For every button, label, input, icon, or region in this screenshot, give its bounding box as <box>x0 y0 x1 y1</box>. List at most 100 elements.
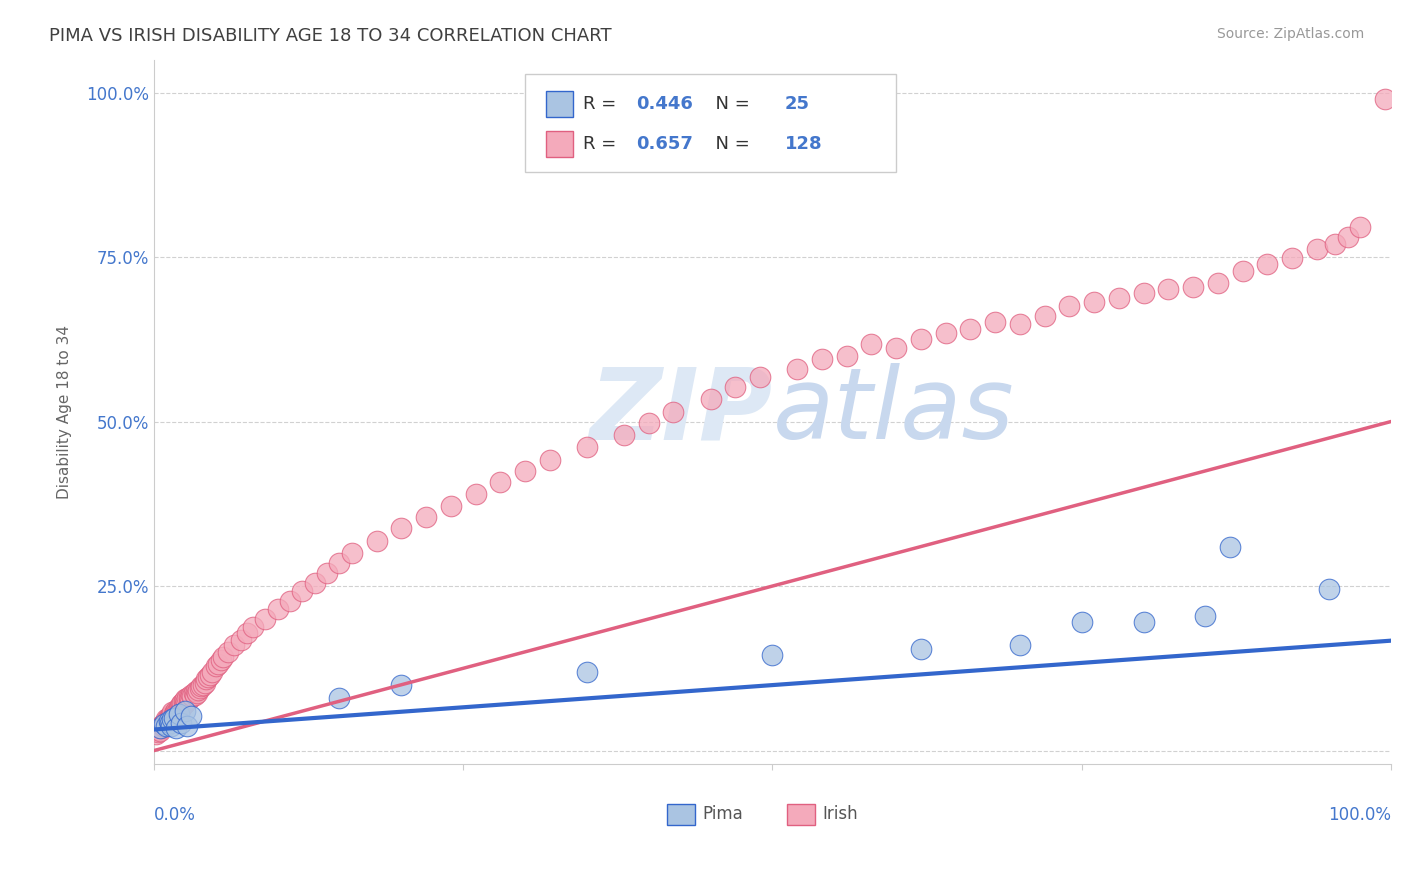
Point <box>212 650 235 665</box>
Point <box>1281 252 1303 266</box>
Point <box>538 452 561 467</box>
Point <box>662 405 685 419</box>
Point <box>1070 615 1092 630</box>
Point <box>160 709 183 723</box>
Point <box>1132 615 1154 630</box>
Point <box>513 464 536 478</box>
Point <box>811 351 834 366</box>
Point <box>152 717 174 731</box>
Point <box>1059 299 1081 313</box>
Point <box>177 692 200 706</box>
Point <box>1324 236 1347 251</box>
Point <box>173 692 195 706</box>
Point <box>1157 282 1180 296</box>
Point <box>180 688 202 702</box>
Point <box>149 721 172 735</box>
Point <box>1306 242 1329 256</box>
Y-axis label: Disability Age 18 to 34: Disability Age 18 to 34 <box>58 325 72 499</box>
Point <box>153 715 176 730</box>
Point <box>172 698 194 713</box>
FancyBboxPatch shape <box>546 131 574 158</box>
Point <box>174 694 197 708</box>
Point <box>340 546 363 560</box>
Point <box>1337 230 1360 244</box>
Point <box>724 380 747 394</box>
Point <box>835 349 858 363</box>
Point <box>159 715 181 730</box>
Point <box>242 620 264 634</box>
Point <box>193 678 215 692</box>
Point <box>163 706 186 721</box>
Point <box>181 689 204 703</box>
Point <box>180 709 202 723</box>
Point <box>156 711 179 725</box>
FancyBboxPatch shape <box>546 91 574 118</box>
Point <box>197 670 219 684</box>
Text: Pima: Pima <box>702 805 742 823</box>
Point <box>173 698 195 712</box>
Point <box>910 641 932 656</box>
Point <box>1317 582 1340 597</box>
Point <box>184 684 207 698</box>
Text: PIMA VS IRISH DISABILITY AGE 18 TO 34 CORRELATION CHART: PIMA VS IRISH DISABILITY AGE 18 TO 34 CO… <box>49 27 612 45</box>
Point <box>166 706 188 720</box>
Point <box>155 714 177 728</box>
Point <box>165 706 187 720</box>
Point <box>169 698 191 713</box>
Point <box>145 727 167 741</box>
Point <box>167 707 190 722</box>
Text: Irish: Irish <box>823 805 858 823</box>
Point <box>1083 294 1105 309</box>
Point <box>575 665 598 679</box>
Point <box>291 584 314 599</box>
Point <box>165 721 187 735</box>
Point <box>155 718 177 732</box>
Point <box>172 696 194 710</box>
Point <box>613 427 636 442</box>
FancyBboxPatch shape <box>787 804 814 825</box>
Point <box>166 704 188 718</box>
Point <box>188 681 211 695</box>
Point <box>266 602 288 616</box>
Point <box>786 362 808 376</box>
Point <box>1206 277 1229 291</box>
Point <box>150 721 173 735</box>
Point <box>194 673 217 687</box>
Point <box>204 659 226 673</box>
Point <box>316 566 339 580</box>
Point <box>177 690 200 704</box>
Point <box>157 714 180 728</box>
Point <box>169 702 191 716</box>
Text: Source: ZipAtlas.com: Source: ZipAtlas.com <box>1216 27 1364 41</box>
Point <box>207 657 229 671</box>
Point <box>173 694 195 708</box>
Point <box>163 706 186 720</box>
Point <box>1194 608 1216 623</box>
Point <box>194 675 217 690</box>
Point <box>167 700 190 714</box>
Point <box>1108 291 1130 305</box>
Point <box>637 416 659 430</box>
Point <box>190 679 212 693</box>
Point <box>187 683 209 698</box>
Point <box>1132 286 1154 301</box>
Point <box>157 714 180 728</box>
Point <box>176 690 198 705</box>
Point <box>1348 220 1371 235</box>
Point <box>152 718 174 732</box>
Point <box>575 440 598 454</box>
Point <box>163 706 186 721</box>
Point <box>163 711 186 725</box>
Point <box>159 711 181 725</box>
Point <box>186 686 208 700</box>
Point <box>162 708 184 723</box>
Text: N =: N = <box>704 135 756 153</box>
Text: R =: R = <box>583 95 623 113</box>
Point <box>959 322 981 336</box>
Point <box>389 521 412 535</box>
Point <box>159 712 181 726</box>
Point <box>176 718 198 732</box>
Point <box>184 688 207 702</box>
Text: 0.0%: 0.0% <box>153 806 195 824</box>
Text: 128: 128 <box>785 135 823 153</box>
